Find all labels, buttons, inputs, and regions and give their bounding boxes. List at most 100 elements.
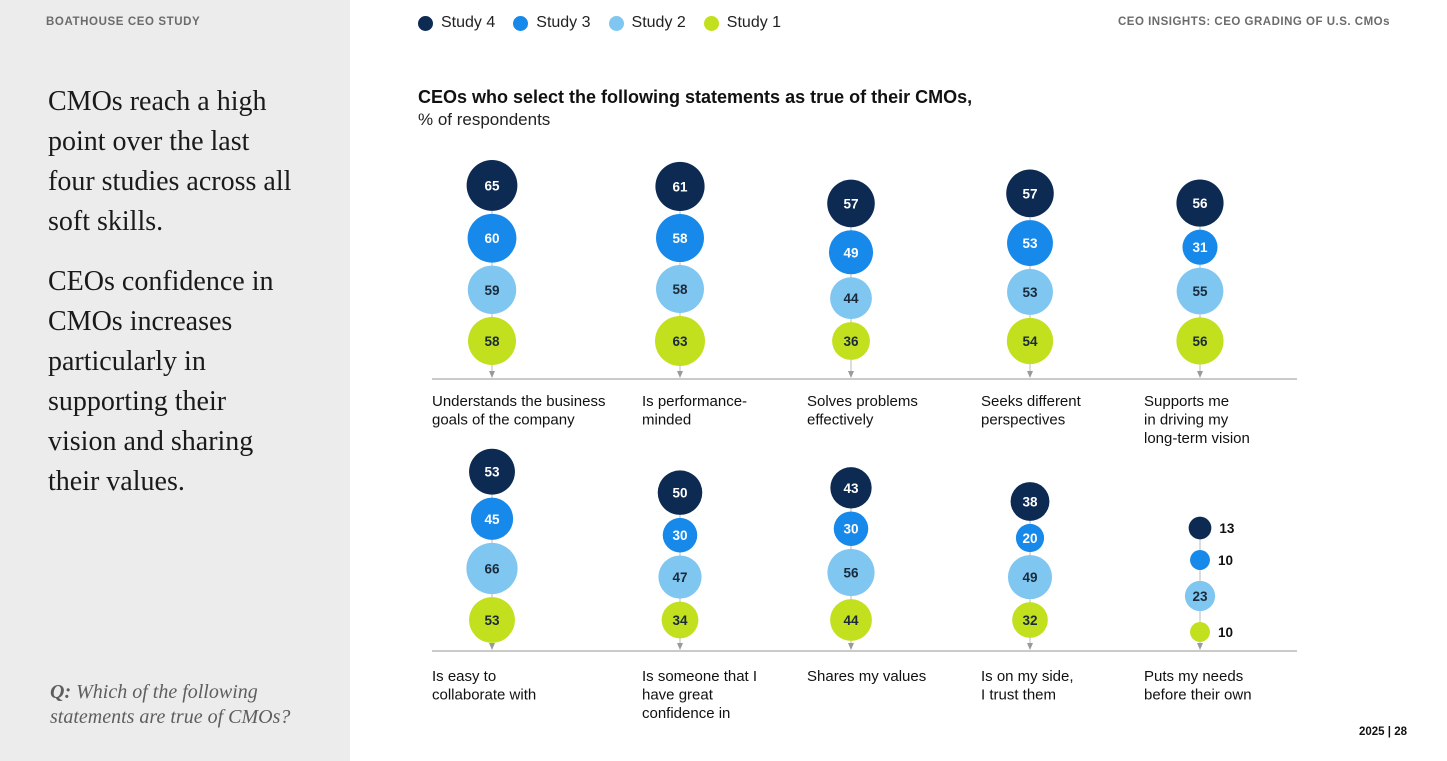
data-label: 60 xyxy=(484,231,499,246)
category-label-line: Understands the business xyxy=(432,393,605,410)
legend-item-study-4: Study 4 xyxy=(418,14,495,32)
bubble-study-1 xyxy=(469,597,515,643)
legend-swatch xyxy=(418,15,433,31)
stem-arrow xyxy=(848,371,854,378)
category-label-line: perspectives xyxy=(981,412,1065,429)
stem-arrow xyxy=(489,371,495,378)
category-label: Understands the business goals of the com… xyxy=(432,393,605,429)
data-label: 45 xyxy=(484,512,500,527)
stem-arrow xyxy=(489,643,495,650)
brand-label: BOATHOUSE CEO STUDY xyxy=(46,16,201,28)
footer-separator: | xyxy=(1387,726,1391,738)
category-label-line: in driving my xyxy=(1144,412,1229,429)
bubble-study-2 xyxy=(466,542,518,595)
data-label: 23 xyxy=(1192,589,1208,604)
bubble-study-1 xyxy=(1012,602,1048,638)
bubble-study-3 xyxy=(467,213,517,263)
bubble-study-4 xyxy=(1006,169,1054,218)
data-label: 61 xyxy=(672,179,688,194)
legend-label: Study 2 xyxy=(631,14,686,31)
data-label: 44 xyxy=(843,291,859,306)
bubble-study-4 xyxy=(657,470,703,515)
data-label: 54 xyxy=(1022,334,1038,349)
chart-title: CEOs who select the following statements… xyxy=(418,87,973,107)
category-label-line: minded xyxy=(642,412,691,429)
bubble-study-1 xyxy=(654,315,706,367)
data-label: 58 xyxy=(672,231,688,246)
legend-item-study-1: Study 1 xyxy=(703,14,781,32)
stem-arrow xyxy=(1197,371,1203,378)
data-label: 30 xyxy=(843,522,858,537)
bubble-study-4 xyxy=(655,161,705,212)
stem-arrow xyxy=(1197,643,1203,650)
insight-paragraph-2: CEOs confidence in CMOs increases partic… xyxy=(48,266,274,497)
data-label: 30 xyxy=(672,528,687,543)
data-label: 57 xyxy=(1022,186,1037,201)
bubble-study-3 xyxy=(833,511,869,546)
bubble-study-4 xyxy=(1176,179,1224,227)
bubble-study-2 xyxy=(1176,267,1224,315)
category-label-line: Is performance- xyxy=(642,393,747,410)
stem-arrow xyxy=(677,371,683,378)
category-label: Supports me in driving my long-term vision xyxy=(1144,393,1250,447)
data-label: 49 xyxy=(843,245,858,260)
category-label: Is on my side, I trust them xyxy=(981,668,1074,704)
category-label-line: long-term vision xyxy=(1144,430,1250,447)
category-label-line: Is easy to xyxy=(432,668,496,685)
category-label-line: collaborate with xyxy=(432,687,536,704)
category-label: Is performance-minded xyxy=(642,393,747,429)
bubble-study-2 xyxy=(1007,268,1053,315)
data-label: 63 xyxy=(672,334,688,349)
bubble-study-1 xyxy=(661,601,699,639)
data-label: 10 xyxy=(1218,625,1233,640)
question-prefix: Q: xyxy=(50,681,72,703)
bubble-study-3 xyxy=(1015,523,1045,553)
category-label-line: confidence in xyxy=(642,705,730,722)
data-label: 47 xyxy=(672,570,687,585)
data-label: 43 xyxy=(843,481,859,496)
bubble-study-4 xyxy=(1010,482,1050,521)
category-label: Seeks different perspectives xyxy=(981,393,1082,429)
bubble-study-1 xyxy=(1176,317,1224,365)
data-label: 65 xyxy=(484,178,500,193)
bubble-study-4 xyxy=(469,448,515,495)
data-label: 53 xyxy=(484,465,500,480)
data-label: 53 xyxy=(484,613,500,628)
sidebar: BOATHOUSE CEO STUDY CMOs reach a high po… xyxy=(0,0,350,761)
page-number: 2025 | 28 xyxy=(1359,726,1407,738)
category-label: Puts my needs before their own xyxy=(1144,668,1252,704)
data-label: 38 xyxy=(1022,494,1038,509)
data-label: 58 xyxy=(672,282,688,297)
legend-item-study-3: Study 3 xyxy=(513,14,591,32)
footer-year: 2025 xyxy=(1358,726,1385,738)
bubble-study-3 xyxy=(1182,229,1218,265)
data-label: 53 xyxy=(1022,236,1038,251)
bubble-study-2 xyxy=(1007,555,1053,600)
data-label: 44 xyxy=(843,613,859,628)
bubble-study-3 xyxy=(656,214,704,263)
category-label-line: Supports me xyxy=(1144,393,1229,410)
stem-arrow xyxy=(1027,643,1033,650)
bubble-study-4 xyxy=(827,179,875,228)
category-label: Is easy to collaborate with xyxy=(432,668,536,704)
category-label: Is someone that I have great confidence in xyxy=(642,668,757,722)
legend-label: Study 3 xyxy=(536,14,591,31)
bubble-study-3 xyxy=(828,230,874,275)
bubble-study-4 xyxy=(466,160,518,211)
category-label-line: have great xyxy=(642,687,714,704)
data-label: 56 xyxy=(1192,196,1208,211)
footer-page: 28 xyxy=(1394,726,1407,738)
bubble-study-2 xyxy=(827,548,875,597)
category-label-line: Is someone that I xyxy=(642,668,757,685)
category-label: Solves problems effectively xyxy=(807,393,918,429)
question-text: Which of the following statements are tr… xyxy=(50,681,291,728)
category-label: Shares my values xyxy=(807,668,926,685)
bubble-study-1 xyxy=(830,599,872,641)
bubble-study-3 xyxy=(1190,550,1210,570)
bubble-study-2 xyxy=(830,277,872,320)
data-label: 66 xyxy=(484,561,500,576)
bubble-study-1 xyxy=(832,322,870,360)
bubble-study-2 xyxy=(658,555,702,599)
data-label: 56 xyxy=(1192,334,1208,349)
chart-subtitle: % of respondents xyxy=(418,110,551,129)
